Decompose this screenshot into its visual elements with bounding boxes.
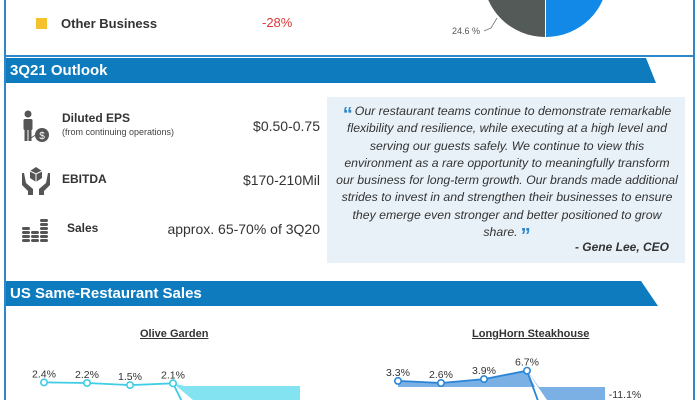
same-restaurant-sales-header: US Same-Restaurant Sales (6, 281, 658, 306)
outlook-value: approx. 65-70% of 3Q20 (167, 221, 320, 237)
outlook-value: $170-210Mil (242, 172, 320, 188)
pie-leader-line (483, 17, 498, 32)
pie-slice-dark (488, 0, 545, 37)
chart-data-label: 2.6% (429, 369, 453, 381)
outlook-header: 3Q21 Outlook (6, 58, 656, 83)
chart-line (43, 381, 183, 400)
quote-text-block: “Our restaurant teams continue to demons… (335, 103, 679, 246)
chart-data-label: -11.1% (609, 389, 642, 400)
chart-area-band (527, 370, 605, 400)
chart-line (397, 369, 539, 400)
chart-point (83, 378, 92, 387)
outlook-row-eps: $ Diluted EPS (from continuing operation… (20, 110, 320, 144)
pie-slice-label: 24.6 % (452, 26, 481, 36)
segment-legend-item: Other Business -28% (36, 15, 292, 31)
coin-stacks-icon (22, 219, 48, 242)
frame-border-right (693, 0, 695, 400)
chart-point (393, 376, 402, 385)
chart-data-label: 1.5% (118, 371, 142, 383)
hands-box-icon (22, 167, 50, 195)
outlook-row-sales: Sales approx. 65-70% of 3Q20 (20, 213, 320, 247)
close-quote-icon: ” (520, 225, 531, 248)
legend-value: -28% (262, 15, 293, 30)
outlook-value: $0.50-0.75 (253, 118, 320, 134)
frame-border-left (4, 0, 6, 400)
outlook-label: EBITDA (62, 172, 107, 186)
chart-data-label: 6.7% (515, 357, 539, 369)
legend-label: Other Business (61, 15, 158, 31)
section-divider (4, 55, 695, 57)
chart-data-label: 2.4% (32, 368, 56, 380)
legend-swatch (36, 17, 47, 29)
outlook-label: Sales (67, 221, 99, 235)
person-dollar-icon: $ (23, 110, 49, 142)
chart-area-band (173, 383, 300, 400)
quote-text: Our restaurant teams continue to demonst… (336, 104, 678, 240)
open-quote-icon: “ (342, 104, 353, 126)
chart-point (479, 375, 488, 384)
outlook-sublabel: (from continuing operations) (62, 127, 175, 137)
chart-title-longhorn: LongHorn Steakhouse (472, 328, 590, 340)
ceo-quote-box: “Our restaurant teams continue to demons… (327, 97, 685, 263)
chart-point (169, 379, 178, 388)
pie-slice-blue (546, 0, 603, 37)
pie-chart (483, 0, 603, 37)
chart-data-label: 2.1% (161, 369, 185, 381)
chart-data-label: 2.2% (75, 369, 99, 381)
outlook-label: Diluted EPS (62, 111, 131, 125)
chart-point (39, 378, 48, 387)
chart-point (126, 381, 135, 390)
chart-title-olive-garden: Olive Garden (140, 328, 209, 340)
chart-area-fill (398, 370, 535, 387)
chart-point (522, 366, 531, 375)
chart-data-label: 3.3% (386, 367, 410, 379)
quote-author: - Gene Lee, CEO (574, 240, 669, 254)
chart-point (436, 378, 445, 387)
outlook-row-ebitda: EBITDA $170-210Mil (20, 163, 320, 197)
svg-text:$: $ (39, 131, 45, 142)
chart-data-label: 3.9% (472, 365, 496, 377)
